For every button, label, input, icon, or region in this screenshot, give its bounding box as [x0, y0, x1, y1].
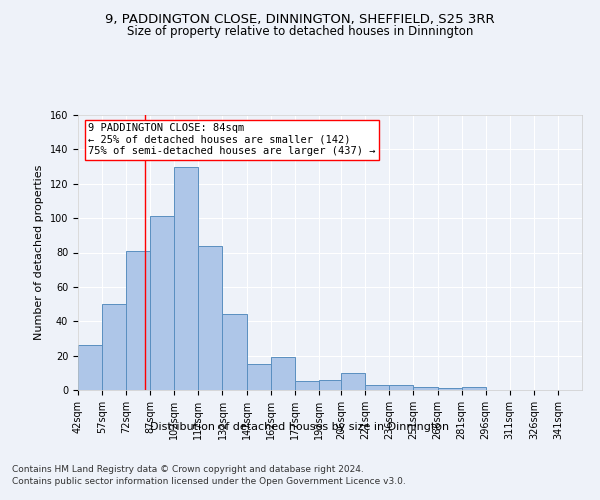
Y-axis label: Number of detached properties: Number of detached properties	[34, 165, 44, 340]
Bar	[413, 386, 437, 390]
Bar	[389, 385, 413, 390]
Text: Distribution of detached houses by size in Dinnington: Distribution of detached houses by size …	[151, 422, 449, 432]
Bar	[271, 358, 295, 390]
Bar	[175, 166, 199, 390]
Bar	[223, 314, 247, 390]
Bar	[126, 251, 150, 390]
Bar	[295, 382, 319, 390]
Bar	[461, 386, 485, 390]
Bar	[341, 373, 365, 390]
Bar	[365, 385, 389, 390]
Text: 9 PADDINGTON CLOSE: 84sqm
← 25% of detached houses are smaller (142)
75% of semi: 9 PADDINGTON CLOSE: 84sqm ← 25% of detac…	[88, 123, 376, 156]
Text: Size of property relative to detached houses in Dinnington: Size of property relative to detached ho…	[127, 25, 473, 38]
Bar	[247, 364, 271, 390]
Bar	[319, 380, 343, 390]
Bar	[437, 388, 461, 390]
Text: Contains HM Land Registry data © Crown copyright and database right 2024.: Contains HM Land Registry data © Crown c…	[12, 465, 364, 474]
Bar	[150, 216, 175, 390]
Bar	[78, 346, 102, 390]
Text: Contains public sector information licensed under the Open Government Licence v3: Contains public sector information licen…	[12, 478, 406, 486]
Bar	[199, 246, 223, 390]
Text: 9, PADDINGTON CLOSE, DINNINGTON, SHEFFIELD, S25 3RR: 9, PADDINGTON CLOSE, DINNINGTON, SHEFFIE…	[105, 12, 495, 26]
Bar	[102, 304, 126, 390]
